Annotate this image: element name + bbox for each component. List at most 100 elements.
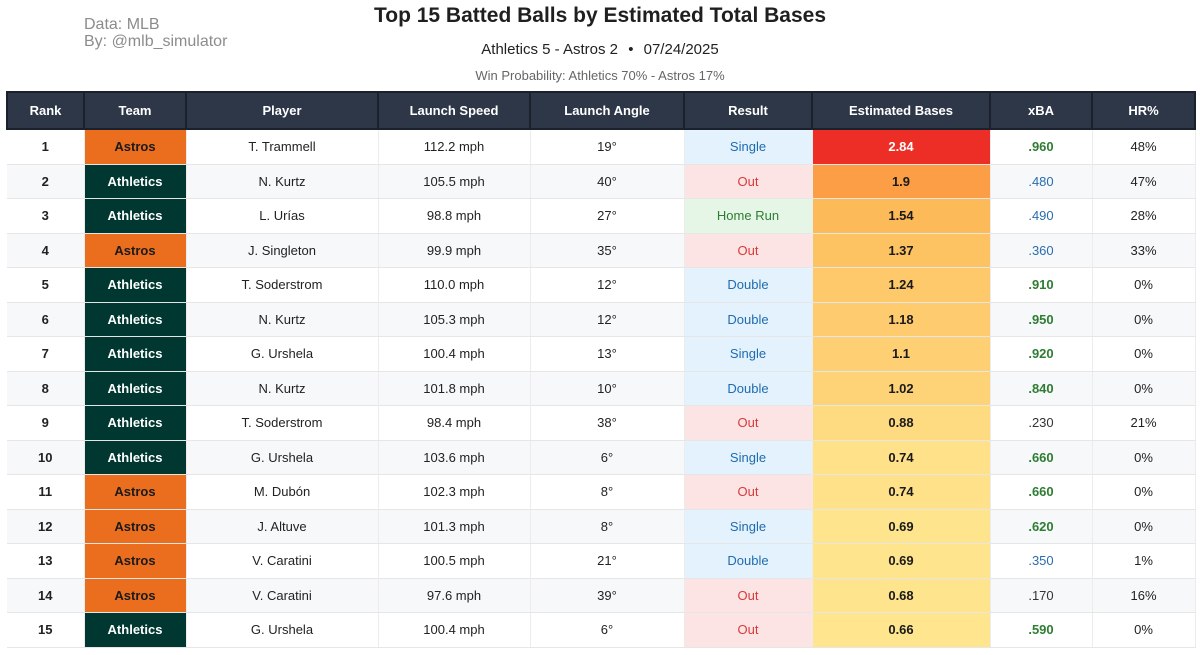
player-cell: N. Kurtz: [186, 302, 379, 337]
table-row: 1 Astros T. Trammell 112.2 mph 19° Single 2.84…: [7, 129, 1196, 165]
player-cell: N. Kurtz: [186, 164, 379, 199]
estimated-bases-cell: 1.24: [812, 267, 991, 303]
team-cell: Astros: [84, 578, 187, 613]
team-cell: Athletics: [84, 336, 187, 372]
xba-cell: .490: [990, 198, 1093, 234]
hr-pct-cell: 33%: [1092, 233, 1196, 268]
launch-speed-cell: 101.8 mph: [378, 371, 531, 406]
team-cell: Astros: [84, 233, 187, 268]
data-source: Data: MLB: [84, 16, 160, 33]
rank-cell: 7: [7, 336, 85, 372]
hr-pct-cell: 1%: [1092, 543, 1196, 579]
table-row: 12 Astros J. Altuve 101.3 mph 8° Single 0.69.6…: [7, 509, 1196, 544]
header-launch-speed[interactable]: Launch Speed: [377, 91, 531, 130]
hr-pct-cell: 28%: [1092, 198, 1196, 234]
estimated-bases-cell: 1.02: [812, 371, 991, 406]
rank-cell: 10: [7, 440, 85, 475]
launch-speed-cell: 110.0 mph: [378, 267, 531, 303]
rank-cell: 1: [7, 129, 85, 165]
launch-angle-cell: 6°: [530, 440, 685, 475]
rank-cell: 12: [7, 509, 85, 544]
team-cell: Athletics: [84, 198, 187, 234]
hr-pct-cell: 21%: [1092, 405, 1196, 441]
estimated-bases-cell: 1.18: [812, 302, 991, 337]
launch-angle-cell: 13°: [530, 336, 685, 372]
result-cell: Single: [684, 509, 813, 544]
page-title: Top 15 Batted Balls by Estimated Total B…: [373, 4, 826, 27]
result-cell: Single: [684, 129, 813, 165]
player-cell: V. Caratini: [186, 543, 379, 579]
table-row: 7 Athletics G. Urshela 100.4 mph 13° Single 1.…: [7, 336, 1196, 372]
launch-angle-cell: 27°: [530, 198, 685, 234]
team-cell: Astros: [84, 129, 187, 165]
win-probability: Win Probability: Athletics 70% - Astros …: [475, 68, 725, 83]
launch-speed-cell: 98.4 mph: [378, 405, 531, 441]
estimated-bases-cell: 1.37: [812, 233, 991, 268]
team-cell: Athletics: [84, 371, 187, 406]
rank-cell: 11: [7, 474, 85, 510]
table-row: 8 Athletics N. Kurtz 101.8 mph 10° Double 1.02…: [7, 371, 1196, 406]
hr-pct-cell: 0%: [1092, 474, 1196, 510]
game-subtitle: Athletics 5 - Astros 2 • 07/24/2025: [0, 41, 1200, 58]
player-cell: L. Urías: [186, 198, 379, 234]
launch-speed-cell: 105.5 mph: [378, 164, 531, 199]
credits: Data: MLB By: @mlb_simulator: [84, 16, 227, 50]
rank-cell: 3: [7, 198, 85, 234]
rank-cell: 5: [7, 267, 85, 303]
xba-cell: .360: [990, 233, 1093, 268]
header-team[interactable]: Team: [83, 91, 187, 130]
team-cell: Athletics: [84, 440, 187, 475]
launch-angle-cell: 19°: [530, 129, 685, 165]
hr-pct-cell: 47%: [1092, 164, 1196, 199]
hr-pct-cell: 48%: [1092, 129, 1196, 165]
rank-cell: 14: [7, 578, 85, 613]
result-cell: Single: [684, 440, 813, 475]
header-launch-angle[interactable]: Launch Angle: [529, 91, 685, 130]
header-xba[interactable]: xBA: [989, 91, 1093, 130]
launch-speed-cell: 100.4 mph: [378, 336, 531, 372]
rank-cell: 13: [7, 543, 85, 579]
result-cell: Out: [684, 612, 813, 648]
team-cell: Astros: [84, 543, 187, 579]
launch-angle-cell: 12°: [530, 267, 685, 303]
header-result[interactable]: Result: [683, 91, 813, 130]
table-row: 3 Athletics L. Urías 98.8 mph 27° Home Run 1.5…: [7, 198, 1196, 234]
table-row: 4 Astros J. Singleton 99.9 mph 35° Out 1.37.36…: [7, 233, 1196, 268]
launch-speed-cell: 101.3 mph: [378, 509, 531, 544]
launch-speed-cell: 103.6 mph: [378, 440, 531, 475]
team-cell: Astros: [84, 509, 187, 544]
header-estimated-bases[interactable]: Estimated Bases: [811, 91, 991, 130]
result-cell: Double: [684, 267, 813, 303]
header-player[interactable]: Player: [185, 91, 379, 130]
estimated-bases-cell: 0.74: [812, 440, 991, 475]
xba-cell: .910: [990, 267, 1093, 303]
xba-cell: .660: [990, 440, 1093, 475]
result-cell: Double: [684, 543, 813, 579]
hr-pct-cell: 0%: [1092, 509, 1196, 544]
player-cell: G. Urshela: [186, 440, 379, 475]
table-header-row: Rank Team Player Launch Speed Launch Ang…: [6, 91, 1196, 130]
player-cell: T. Soderstrom: [186, 267, 379, 303]
batted-balls-table: Rank Team Player Launch Speed Launch Ang…: [6, 91, 1196, 648]
header-hr-pct[interactable]: HR%: [1091, 91, 1196, 130]
table-row: 10 Athletics G. Urshela 103.6 mph 6° Single 0.…: [7, 440, 1196, 475]
rank-cell: 15: [7, 612, 85, 648]
xba-cell: .350: [990, 543, 1093, 579]
launch-angle-cell: 8°: [530, 474, 685, 510]
rank-cell: 6: [7, 302, 85, 337]
launch-angle-cell: 6°: [530, 612, 685, 648]
launch-speed-cell: 97.6 mph: [378, 578, 531, 613]
player-cell: G. Urshela: [186, 336, 379, 372]
table-row: 2 Athletics N. Kurtz 105.5 mph 40° Out 1.9.480…: [7, 164, 1196, 199]
launch-speed-cell: 112.2 mph: [378, 129, 531, 165]
table-row: 6 Athletics N. Kurtz 105.3 mph 12° Double 1.18…: [7, 302, 1196, 337]
table-row: 9 Athletics T. Soderstrom 98.4 mph 38° Out 0.8…: [7, 405, 1196, 441]
estimated-bases-cell: 1.54: [812, 198, 991, 234]
estimated-bases-cell: 0.66: [812, 612, 991, 648]
xba-cell: .920: [990, 336, 1093, 372]
estimated-bases-cell: 1.1: [812, 336, 991, 372]
player-cell: T. Soderstrom: [186, 405, 379, 441]
estimated-bases-cell: 1.9: [812, 164, 991, 199]
header-rank[interactable]: Rank: [6, 91, 85, 130]
xba-cell: .230: [990, 405, 1093, 441]
